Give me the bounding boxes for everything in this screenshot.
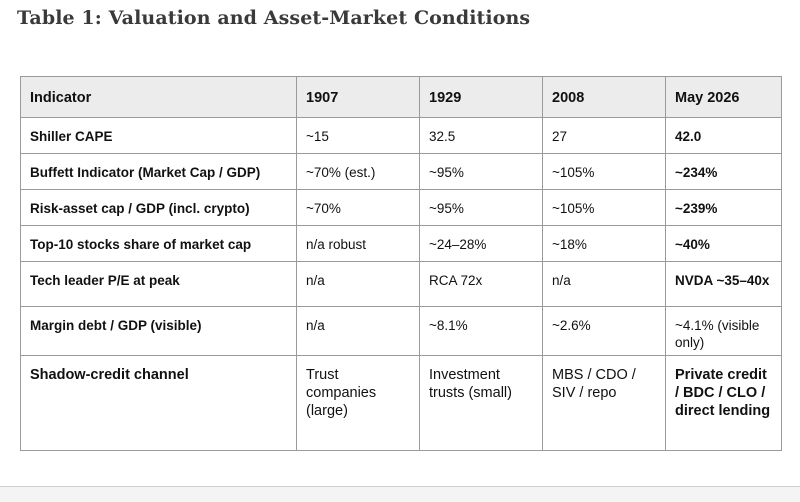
cell-1929: ~8.1%: [419, 306, 543, 356]
table-row: Margin debt / GDP (visible) n/a ~8.1% ~2…: [20, 306, 782, 356]
cell-1929: ~24–28%: [419, 225, 543, 262]
cell-2008: ~2.6%: [542, 306, 666, 356]
row-label: Tech leader P/E at peak: [20, 261, 297, 307]
cell-may-2026: ~4.1% (visible only): [665, 306, 782, 356]
cell-2008: n/a: [542, 261, 666, 307]
cell-2008: MBS / CDO / SIV / repo: [542, 355, 666, 451]
header-indicator: Indicator: [20, 76, 297, 118]
table-row: Buffett Indicator (Market Cap / GDP) ~70…: [20, 153, 782, 190]
cell-may-2026: Private credit / BDC / CLO / direct lend…: [665, 355, 782, 451]
header-row: Indicator 1907 1929 2008 May 2026: [20, 76, 782, 118]
cell-2008: ~105%: [542, 153, 666, 190]
cell-1929: Investment trusts (small): [419, 355, 543, 451]
cell-1929: RCA 72x: [419, 261, 543, 307]
header-2008: 2008: [542, 76, 666, 118]
cell-may-2026: NVDA ~35–40x: [665, 261, 782, 307]
table-row: Risk-asset cap / GDP (incl. crypto) ~70%…: [20, 189, 782, 226]
valuation-table: Indicator 1907 1929 2008 May 2026 Shille…: [20, 76, 782, 451]
header-1907: 1907: [296, 76, 420, 118]
row-label: Margin debt / GDP (visible): [20, 306, 297, 356]
table-row: Top-10 stocks share of market cap n/a ro…: [20, 225, 782, 262]
row-label: Shiller CAPE: [20, 117, 297, 154]
header-1929: 1929: [419, 76, 543, 118]
row-label: Top-10 stocks share of market cap: [20, 225, 297, 262]
cell-1907: n/a: [296, 261, 420, 307]
cell-2008: 27: [542, 117, 666, 154]
cell-1907: ~15: [296, 117, 420, 154]
table-row: Shiller CAPE ~15 32.5 27 42.0: [20, 117, 782, 154]
cell-1929: ~95%: [419, 189, 543, 226]
bottom-band: [0, 487, 800, 502]
table-row: Shadow-credit channel Trust companies (l…: [20, 355, 782, 451]
header-may-2026: May 2026: [665, 76, 782, 118]
cell-may-2026: ~40%: [665, 225, 782, 262]
row-label: Risk-asset cap / GDP (incl. crypto): [20, 189, 297, 226]
cell-1929: ~95%: [419, 153, 543, 190]
row-label: Shadow-credit channel: [20, 355, 297, 451]
cell-may-2026: 42.0: [665, 117, 782, 154]
cell-2008: ~105%: [542, 189, 666, 226]
table-row: Tech leader P/E at peak n/a RCA 72x n/a …: [20, 261, 782, 307]
cell-1929: 32.5: [419, 117, 543, 154]
cell-may-2026: ~234%: [665, 153, 782, 190]
row-label: Buffett Indicator (Market Cap / GDP): [20, 153, 297, 190]
cell-1907: Trust companies (large): [296, 355, 420, 451]
cell-1907: ~70% (est.): [296, 153, 420, 190]
bottom-divider: [0, 486, 800, 487]
cell-1907: ~70%: [296, 189, 420, 226]
cell-1907: n/a robust: [296, 225, 420, 262]
cell-1907: n/a: [296, 306, 420, 356]
cell-2008: ~18%: [542, 225, 666, 262]
table-caption: Table 1: Valuation and Asset-Market Cond…: [17, 7, 531, 29]
cell-may-2026: ~239%: [665, 189, 782, 226]
